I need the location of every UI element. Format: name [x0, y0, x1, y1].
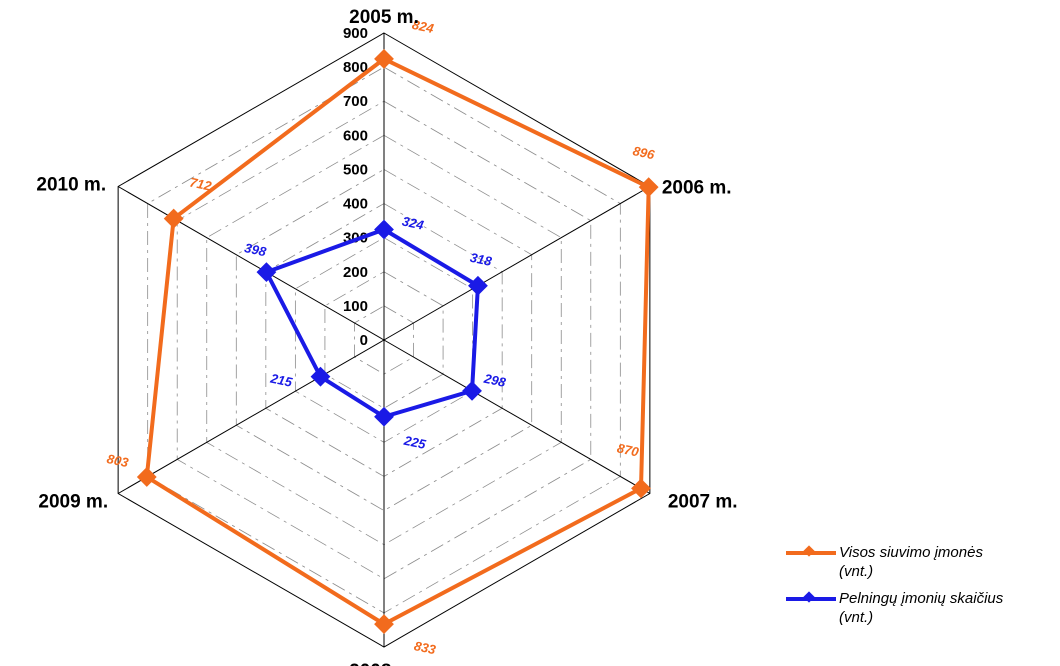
category-label: 2006 m.	[662, 178, 732, 199]
tick-label: 800	[343, 59, 368, 76]
series-layer: 824 896 870 833 803 712 324 318 298 225 215 398	[106, 17, 659, 657]
data-point	[374, 49, 394, 69]
series-line	[264, 227, 480, 419]
legend-swatch-blue	[786, 591, 836, 603]
data-point	[374, 219, 394, 240]
category-labels: 2005 m. 2006 m. 2007 m. 2008 m. 2009 m. 2010 …	[36, 7, 737, 666]
axis-spoke	[117, 186, 385, 341]
data-point	[468, 275, 488, 296]
data-point	[638, 177, 659, 198]
category-label: 2008 m.	[349, 661, 419, 666]
legend-swatch-orange	[786, 545, 836, 557]
data-label: 896	[631, 143, 656, 162]
legend-label-unit: (vnt.)	[839, 609, 874, 626]
category-label: 2010 m.	[36, 175, 106, 196]
data-label: 870	[616, 440, 641, 459]
axis-spoke	[117, 339, 385, 494]
tick-label: 200	[343, 264, 368, 281]
data-label: 398	[243, 240, 268, 259]
legend-label: Visos siuvimo įmonės	[839, 544, 983, 561]
data-point	[163, 208, 184, 229]
tick-label: 500	[343, 161, 368, 178]
data-point	[462, 380, 482, 401]
data-label: 318	[469, 250, 494, 269]
series-line	[144, 56, 651, 627]
category-label: 2005 m.	[349, 7, 419, 28]
category-label: 2009 m.	[38, 492, 108, 513]
data-label: 803	[106, 451, 131, 470]
legend: Visos siuvimo įmonės (vnt.) Pelningų įmo…	[786, 543, 1060, 635]
data-label: 225	[402, 433, 428, 453]
tick-label: 600	[343, 127, 368, 144]
axis-spoke	[383, 339, 651, 494]
legend-label: Pelningų įmonių skaičius	[839, 590, 1004, 607]
axis-spoke	[383, 186, 651, 341]
axis-spokes	[117, 33, 651, 647]
tick-label: 900	[343, 25, 368, 42]
tick-label: 100	[343, 298, 368, 315]
data-point	[374, 614, 394, 635]
data-label: 215	[268, 370, 294, 390]
legend-label-unit: (vnt.)	[839, 563, 874, 580]
tick-label: 0	[360, 332, 368, 349]
legend-item-all-companies: Visos siuvimo įmonės (vnt.)	[786, 543, 1060, 589]
data-label: 712	[188, 175, 213, 194]
category-label: 2007 m.	[668, 492, 738, 513]
data-point	[631, 478, 651, 499]
data-point	[310, 366, 331, 387]
data-label: 324	[401, 213, 426, 232]
data-point	[374, 406, 394, 427]
data-point	[136, 467, 157, 487]
tick-label: 700	[343, 93, 368, 110]
data-label: 824	[411, 17, 436, 36]
data-label: 833	[413, 638, 438, 657]
data-point	[256, 262, 277, 283]
tick-label: 400	[343, 196, 368, 213]
data-label: 298	[482, 371, 508, 391]
legend-item-profitable-companies: Pelningų įmonių skaičius (vnt.)	[786, 589, 1060, 635]
